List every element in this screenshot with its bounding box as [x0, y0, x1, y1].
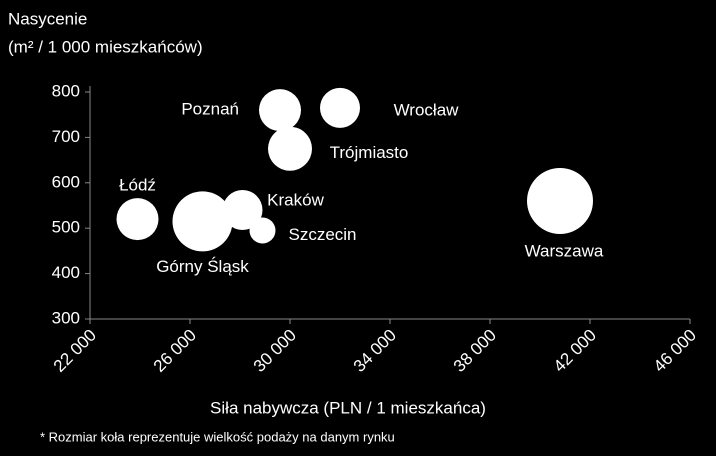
bubble-label: Trójmiasto — [330, 143, 409, 162]
bubble-label: Szczecin — [288, 225, 356, 244]
bubble — [222, 190, 263, 231]
x-tick-label: 26 000 — [150, 326, 200, 376]
bubble — [172, 191, 233, 252]
bubble — [249, 217, 276, 244]
y-tick-label: 300 — [52, 308, 80, 327]
x-tick-label: 38 000 — [450, 326, 500, 376]
bubble-label: Warszawa — [525, 241, 604, 260]
y-tick-label: 500 — [52, 218, 80, 237]
x-tick-label: 46 000 — [650, 326, 700, 376]
bubble — [259, 89, 301, 132]
bubble-label: Poznań — [181, 100, 239, 119]
bubble — [268, 126, 312, 171]
bubble — [116, 198, 159, 241]
x-axis-title: Siła nabywcza (PLN / 1 mieszkańca) — [210, 398, 486, 417]
footnote: * Rozmiar koła reprezentuje wielkość pod… — [40, 429, 395, 444]
y-tick-label: 400 — [52, 263, 80, 282]
bubble-label: Wrocław — [394, 100, 460, 119]
y-axis-title: (m² / 1 000 mieszkańców) — [8, 37, 203, 56]
y-tick-label: 700 — [52, 127, 80, 146]
bubble — [527, 167, 593, 234]
x-tick-label: 42 000 — [550, 326, 600, 376]
x-tick-label: 22 000 — [50, 326, 100, 376]
bubble — [320, 87, 360, 128]
bubble-label: Górny Śląsk — [156, 257, 249, 276]
bubble-label: Łódź — [119, 176, 156, 195]
x-tick-label: 34 000 — [350, 326, 400, 376]
x-tick-label: 30 000 — [250, 326, 300, 376]
y-tick-label: 800 — [52, 81, 80, 100]
y-tick-label: 600 — [52, 172, 80, 191]
bubble-label: Kraków — [267, 191, 324, 210]
y-axis-title: Nasycenie — [8, 9, 87, 28]
